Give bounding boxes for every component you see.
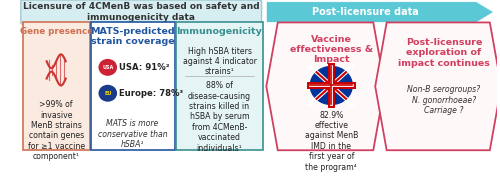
Text: >99% of
invasive
MenB strains
contain genes
for ≥1 vaccine
component¹: >99% of invasive MenB strains contain ge… (28, 100, 84, 161)
Polygon shape (266, 2, 494, 23)
FancyBboxPatch shape (90, 23, 174, 150)
Text: USA: USA (102, 65, 114, 70)
Text: 82.9%
effective
against MenB
IMD in the
first year of
the program⁴: 82.9% effective against MenB IMD in the … (304, 111, 358, 172)
FancyBboxPatch shape (23, 23, 90, 150)
Text: Licensure of 4CMenB was based on safety and
immunogenicity data: Licensure of 4CMenB was based on safety … (23, 2, 260, 22)
Text: High hSBA titers
against 4 indicator
strains¹: High hSBA titers against 4 indicator str… (182, 47, 256, 76)
Text: 88% of
disease-causing
strains killed in
hSBA by serum
from 4CMenB-
vaccinated
i: 88% of disease-causing strains killed in… (188, 81, 251, 153)
Circle shape (99, 86, 116, 101)
FancyBboxPatch shape (21, 0, 262, 24)
Text: Post-licensure data: Post-licensure data (312, 7, 419, 17)
Polygon shape (266, 23, 385, 150)
Text: Immunogenicity: Immunogenicity (176, 27, 262, 36)
Text: Vaccine
effectiveness &
Impact: Vaccine effectiveness & Impact (290, 34, 373, 64)
Text: EU: EU (104, 91, 112, 96)
Text: Post-licensure
exploration of
impact continues: Post-licensure exploration of impact con… (398, 38, 490, 68)
Circle shape (99, 59, 116, 75)
Text: Europe: 78%³: Europe: 78%³ (119, 89, 184, 98)
Polygon shape (375, 23, 500, 150)
Text: Gene presence: Gene presence (20, 27, 92, 36)
Text: MATS-predicted
strain coverage: MATS-predicted strain coverage (90, 27, 175, 46)
Text: Non-B serogroups?
N. gonorrhoeae?
Carriage ?: Non-B serogroups? N. gonorrhoeae? Carria… (408, 85, 480, 115)
Text: MATS is more
conservative than
hSBA¹: MATS is more conservative than hSBA¹ (98, 119, 168, 149)
Text: USA: 91%²: USA: 91%² (119, 63, 170, 72)
FancyBboxPatch shape (176, 23, 264, 150)
Circle shape (310, 67, 352, 105)
